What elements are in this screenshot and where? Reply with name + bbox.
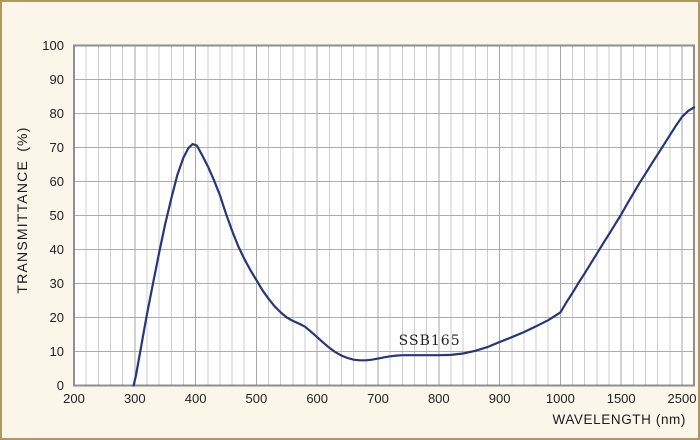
y-axis-title: TRANSMITTANCE (%) <box>14 126 30 294</box>
x-axis-tick-label: 200 <box>63 391 85 406</box>
plot-border <box>73 44 695 387</box>
x-axis-tick-label: 2500 <box>667 391 697 406</box>
transmittance-curve <box>132 106 696 387</box>
x-axis-tick-label: 900 <box>488 391 511 406</box>
series-label-ssb165: SSB165 <box>398 333 461 350</box>
y-axis-tick-label: 70 <box>49 140 64 155</box>
y-axis-tick-label: 10 <box>49 344 64 359</box>
y-grid-lines <box>74 79 694 352</box>
x-axis-tick-label: 300 <box>123 391 146 406</box>
x-axis-tick-label: 1000 <box>545 391 575 406</box>
x-axis-tick-label: 700 <box>367 391 389 406</box>
y-axis-tick-label: 40 <box>49 242 64 257</box>
y-axis-tick-label: 50 <box>49 208 64 223</box>
y-axis-tick-label: 0 <box>56 378 64 393</box>
x-axis-tick-label: 800 <box>427 391 450 406</box>
x-axis-tick-label: 400 <box>184 391 207 406</box>
y-axis-tick-label: 20 <box>49 310 64 325</box>
x-axis-tick-label: 1500 <box>606 391 636 406</box>
x-axis-tick-label: 500 <box>245 391 268 406</box>
y-axis-tick-label: 80 <box>49 106 64 121</box>
x-axis-title: WAVELENGTH (nm) <box>552 412 686 427</box>
y-axis-tick-label: 100 <box>42 38 64 53</box>
x-axis-tick-label: 600 <box>306 391 329 406</box>
y-axis-tick-label: 60 <box>49 174 64 189</box>
y-axis-tick-label: 90 <box>49 72 64 87</box>
y-axis-tick-label: 30 <box>49 276 64 291</box>
